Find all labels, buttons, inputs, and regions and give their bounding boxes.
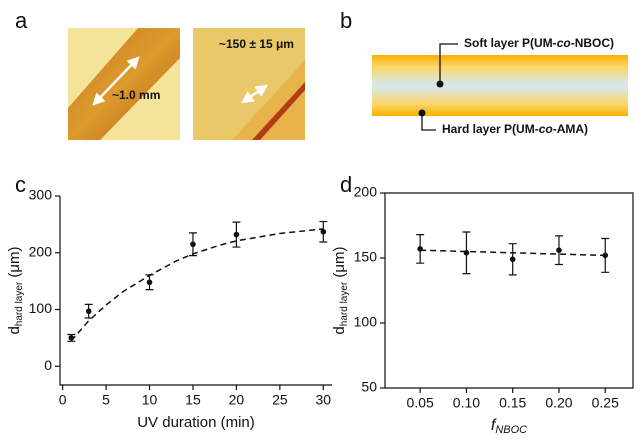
data-point [68, 335, 75, 341]
label-part: -NBOC) [571, 36, 614, 50]
y-tick-label: 0 [44, 357, 52, 373]
x-axis-title: UV duration (min) [137, 414, 255, 431]
y-axis-title: dhard layer (μm) [331, 246, 350, 334]
label-part: hard layer [14, 281, 25, 326]
x-tick-label: 15 [185, 392, 201, 408]
panel-label: c [15, 172, 26, 197]
data-point [509, 256, 516, 263]
y-axis-title: dhard layer (μm) [6, 246, 25, 334]
soft-layer-label: Soft layer P(UM-co-NBOC) [464, 36, 614, 50]
x-tick-label: 20 [229, 392, 245, 408]
data-point [85, 308, 92, 315]
scale-annotation: ~150 ± 15 μm [219, 37, 294, 51]
y-tick-label: 100 [29, 300, 53, 316]
y-tick-label: 200 [29, 243, 53, 259]
panel-label: d [340, 172, 352, 197]
axis-line [59, 196, 332, 386]
label-part: NBOC [495, 424, 527, 436]
x-tick-label: 30 [316, 392, 332, 408]
label-part: f [491, 417, 497, 434]
x-tick-label: 0.10 [453, 395, 480, 411]
x-tick-label: 0.05 [407, 395, 434, 411]
data-point [602, 252, 609, 259]
x-tick-label: 10 [142, 392, 158, 408]
data-point [463, 250, 470, 256]
x-tick-label: 25 [272, 392, 288, 408]
scale-annotation: ~1.0 mm [112, 88, 160, 102]
label-part: (μm) [331, 246, 348, 281]
x-tick-label: 0.20 [545, 395, 572, 411]
x-tick-label: 0.25 [592, 395, 619, 411]
label-part: Soft layer P(UM- [464, 36, 557, 50]
micrograph-left [68, 28, 180, 140]
panel-label: a [15, 8, 28, 33]
label-part: -AMA) [553, 122, 588, 136]
label-part: hard layer [339, 281, 350, 326]
data-point [233, 231, 240, 238]
data-point [417, 246, 423, 252]
x-tick-label: 0 [59, 392, 67, 408]
y-tick-label: 50 [361, 379, 377, 395]
label-part: d [6, 326, 23, 334]
x-tick-label: 0.15 [499, 395, 526, 411]
layer-diagram [372, 43, 628, 131]
panel-label: b [340, 8, 352, 33]
y-tick-label: 300 [29, 187, 53, 203]
micrograph-right [193, 28, 305, 140]
label-part: co [557, 36, 571, 50]
x-tick-label: 5 [102, 392, 110, 408]
data-point [190, 241, 196, 248]
data-point [320, 228, 327, 235]
y-tick-label: 150 [354, 249, 378, 265]
fit-line [70, 228, 324, 342]
label-part: d [331, 326, 348, 334]
y-tick-label: 200 [354, 184, 378, 200]
label-part: co [539, 122, 553, 136]
axis-line [384, 192, 634, 389]
label-part: Hard layer P(UM- [442, 122, 539, 136]
hard-layer-label: Hard layer P(UM-co-AMA) [442, 122, 588, 136]
data-point [146, 279, 153, 286]
y-tick-label: 100 [354, 314, 378, 330]
label-part: (μm) [6, 246, 23, 281]
x-axis-title: fNBOC [491, 417, 527, 436]
data-point [556, 247, 562, 253]
